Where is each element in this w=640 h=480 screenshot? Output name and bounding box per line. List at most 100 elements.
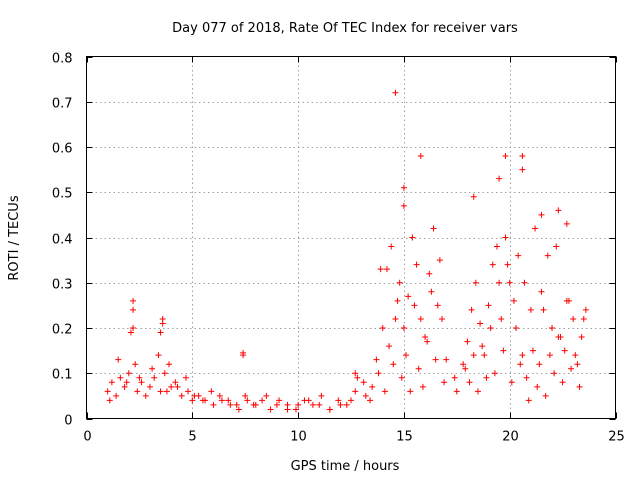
data-point xyxy=(273,401,280,408)
data-point xyxy=(504,261,511,268)
data-point xyxy=(424,338,431,345)
data-point xyxy=(574,361,581,368)
data-point xyxy=(172,379,179,386)
data-point xyxy=(244,397,251,404)
data-point xyxy=(163,388,170,395)
data-point xyxy=(422,334,429,341)
data-point xyxy=(155,352,162,359)
data-points xyxy=(104,89,589,413)
data-point xyxy=(538,288,545,295)
data-point xyxy=(182,374,189,381)
y-tick-label: 0.8 xyxy=(52,52,73,67)
data-point xyxy=(405,293,412,300)
data-point xyxy=(225,397,232,404)
data-point xyxy=(157,329,164,336)
data-point xyxy=(468,306,475,313)
data-point xyxy=(185,388,192,395)
data-point xyxy=(438,315,445,322)
data-point xyxy=(106,397,113,404)
data-point xyxy=(555,334,562,341)
data-point xyxy=(309,401,316,408)
data-point xyxy=(508,379,515,386)
data-point xyxy=(563,297,570,304)
y-tick-label: 0 xyxy=(64,414,72,429)
data-point xyxy=(466,379,473,386)
data-point xyxy=(496,175,503,182)
data-point xyxy=(413,261,420,268)
data-point xyxy=(127,329,134,336)
y-axis-label: ROTI / TECUs xyxy=(7,195,22,280)
data-point xyxy=(582,306,589,313)
data-point xyxy=(392,315,399,322)
x-tick-label: 5 xyxy=(188,430,196,445)
data-point xyxy=(436,257,443,264)
data-point xyxy=(534,383,541,390)
data-point xyxy=(491,370,498,377)
data-point xyxy=(227,401,234,408)
data-point xyxy=(559,379,566,386)
data-point xyxy=(151,374,158,381)
data-point xyxy=(513,325,520,331)
data-point xyxy=(544,252,551,259)
data-point xyxy=(250,401,257,408)
data-point xyxy=(337,401,344,408)
data-point xyxy=(510,297,517,304)
data-point xyxy=(502,234,509,241)
data-point xyxy=(441,379,448,386)
data-point xyxy=(394,297,401,304)
data-point xyxy=(462,365,469,372)
data-point xyxy=(191,392,198,399)
x-axis-label: GPS time / hours xyxy=(291,459,400,474)
data-point xyxy=(159,315,166,322)
y-tick-label: 0.6 xyxy=(52,142,73,157)
data-point xyxy=(472,279,479,286)
y-tick-label: 0.1 xyxy=(52,368,73,383)
data-point xyxy=(417,315,424,322)
data-point xyxy=(352,388,359,395)
data-point xyxy=(292,406,299,413)
data-point xyxy=(379,325,386,331)
data-point xyxy=(515,252,522,259)
data-point xyxy=(400,325,407,331)
data-point xyxy=(506,279,513,286)
data-point xyxy=(464,338,471,345)
data-point xyxy=(460,361,467,368)
data-point xyxy=(189,397,196,404)
data-point xyxy=(551,370,558,377)
y-tick-label: 0.7 xyxy=(52,97,73,112)
data-point xyxy=(326,406,333,413)
data-point xyxy=(369,383,376,390)
data-point xyxy=(487,325,494,331)
data-point xyxy=(390,361,397,368)
x-tick-label: 10 xyxy=(290,430,307,445)
y-tick-label: 0.4 xyxy=(52,233,73,248)
grid-lines xyxy=(86,56,616,419)
data-point xyxy=(383,266,390,273)
data-point xyxy=(549,325,556,331)
data-point xyxy=(235,406,242,413)
data-point xyxy=(428,288,435,295)
data-point xyxy=(157,388,164,395)
data-point xyxy=(481,352,488,359)
data-point xyxy=(398,374,405,381)
data-point xyxy=(117,374,124,381)
plot-frame xyxy=(86,56,616,419)
y-tick-label: 0.2 xyxy=(52,323,73,338)
data-point xyxy=(354,374,361,381)
data-point xyxy=(218,397,225,404)
data-point xyxy=(199,397,206,404)
data-point xyxy=(168,383,175,390)
data-point xyxy=(367,397,374,404)
x-tick-label: 25 xyxy=(608,430,625,445)
data-point xyxy=(477,320,484,327)
data-point xyxy=(295,401,302,408)
data-point xyxy=(396,279,403,286)
data-point xyxy=(233,401,240,408)
data-point xyxy=(500,347,507,354)
data-point xyxy=(470,352,477,359)
data-point xyxy=(132,361,139,368)
data-point xyxy=(134,388,141,395)
data-point xyxy=(216,392,223,399)
data-point xyxy=(432,356,439,363)
data-point xyxy=(419,383,426,390)
